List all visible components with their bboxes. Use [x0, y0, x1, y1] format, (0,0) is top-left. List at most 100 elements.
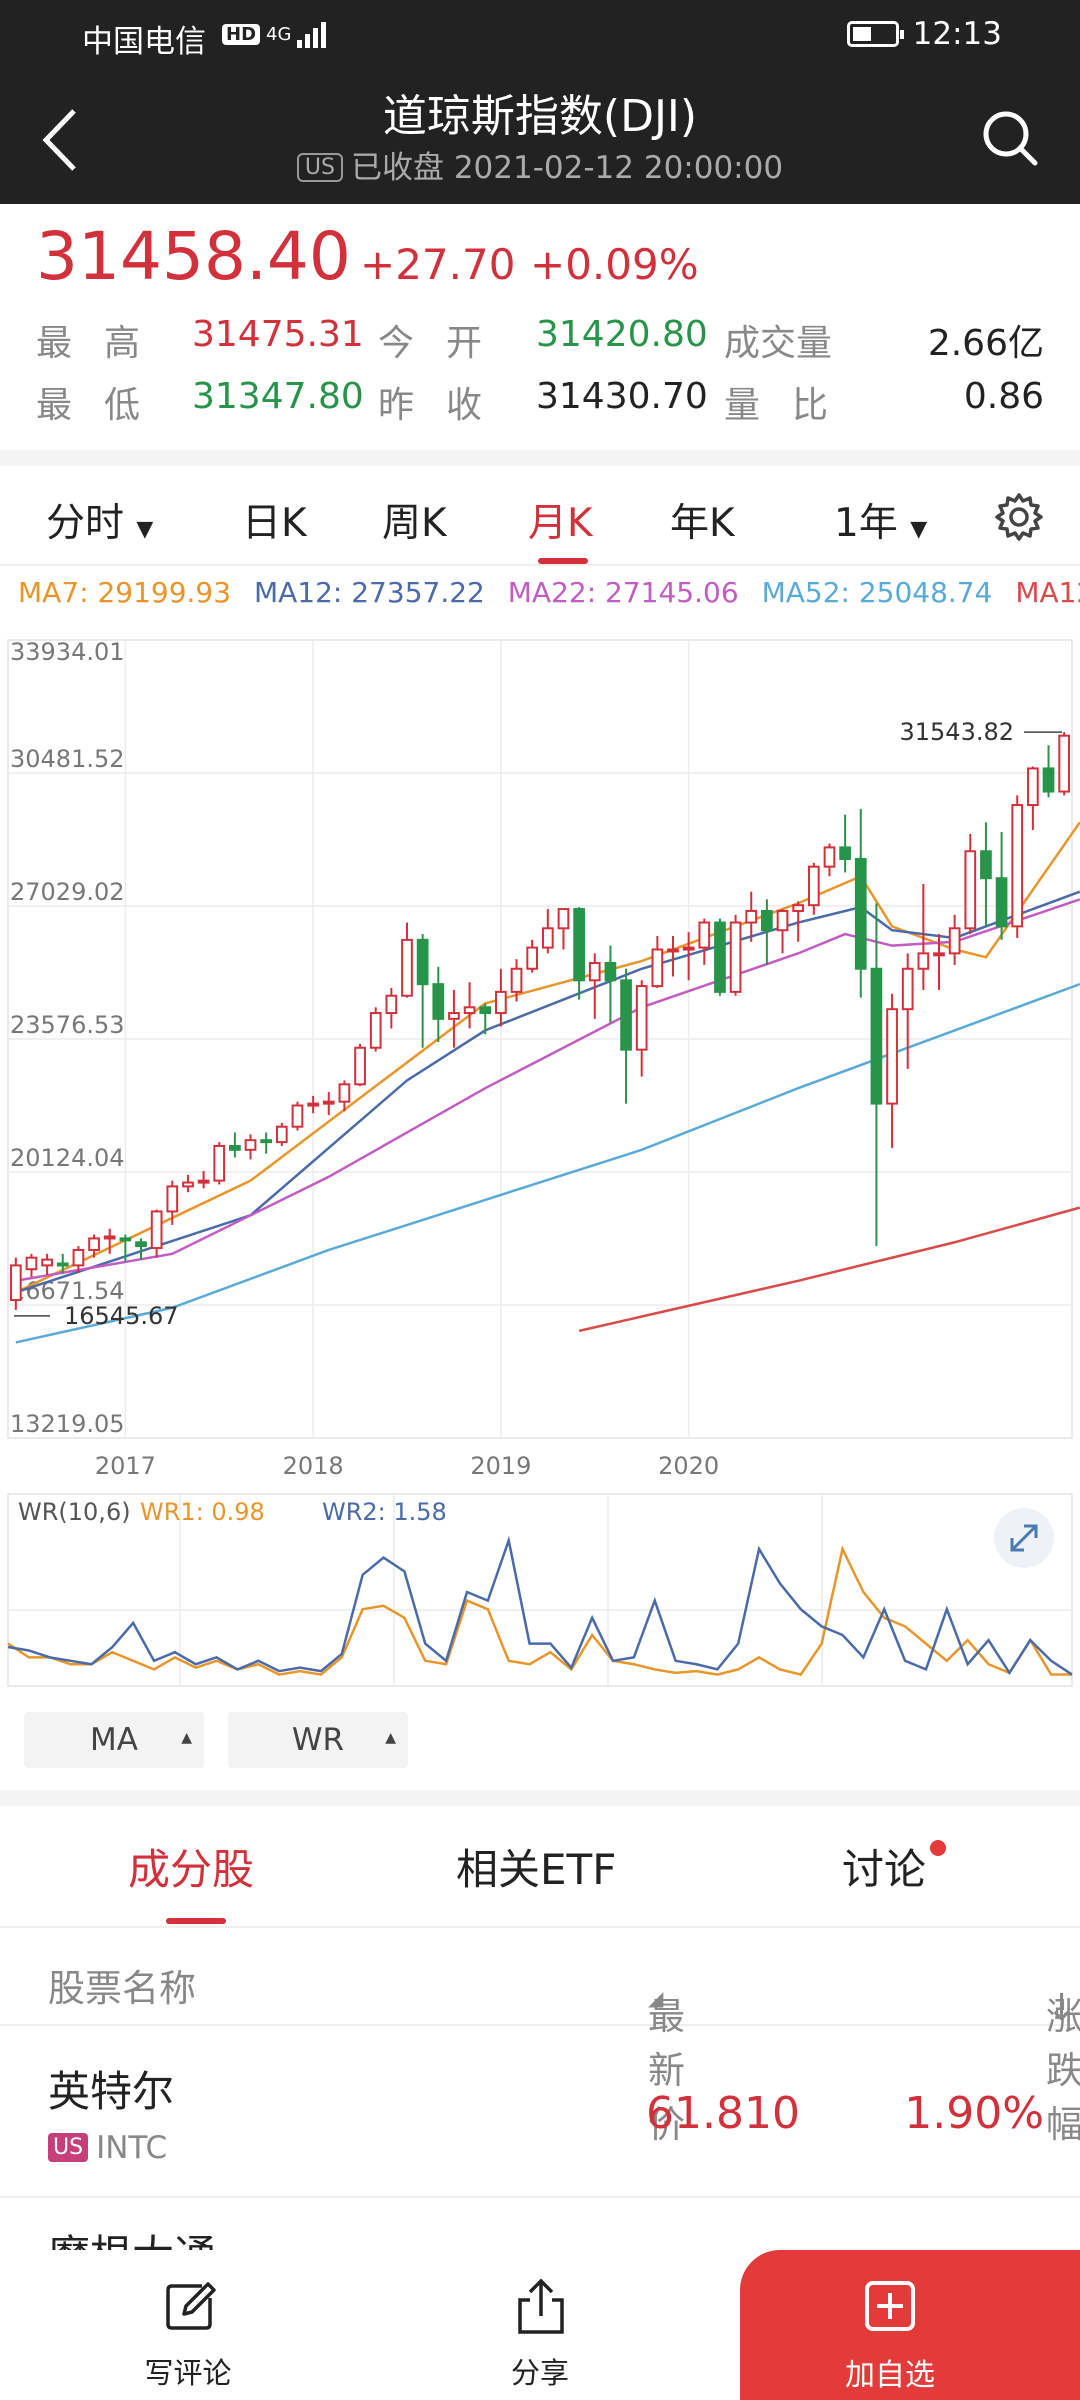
wr-indicator-button[interactable]: WR — [228, 1710, 408, 1768]
tab-constituents[interactable]: 成分股 — [128, 1845, 255, 1894]
tab-intraday[interactable]: 分时 ▼ — [46, 492, 153, 548]
battery-icon — [846, 21, 904, 47]
section-tabs: 成分股 相关ETF 讨论 — [0, 1806, 1080, 1928]
candle-body — [776, 909, 789, 932]
candle-body — [166, 1185, 179, 1213]
divider — [0, 450, 1080, 466]
y-tick-label: 33934.01 — [10, 638, 125, 666]
tab-weekly[interactable]: 周K — [382, 501, 447, 546]
quote-panel: 31458.40 +27.70 +0.09% 最高 31475.31 今开 31… — [0, 204, 1080, 450]
price-change: +27.70 — [360, 240, 516, 289]
candle-body — [745, 909, 758, 924]
search-icon[interactable] — [980, 108, 1040, 168]
candle-body — [823, 846, 836, 868]
tab-daily[interactable]: 日K — [242, 501, 307, 546]
volume-label: 成交量 — [724, 323, 833, 364]
y-tick-label: 30481.52 — [10, 745, 125, 773]
ma-line — [578, 1206, 1080, 1333]
candle-body — [854, 857, 867, 970]
tab-yearly[interactable]: 年K — [670, 501, 735, 546]
market-status: US 已收盘 2021-02-12 20:00:00 — [0, 142, 1080, 187]
x-tick-label: 2020 — [658, 1452, 719, 1480]
notification-dot — [930, 1840, 946, 1856]
carrier-label: 中国电信 — [82, 24, 206, 60]
wr-indicator-chart[interactable]: WR(10,6) WR1: 0.98 WR2: 1.58 — [0, 1490, 1080, 1690]
candle-body — [244, 1139, 257, 1151]
candle-body — [995, 877, 1008, 928]
ma-indicator-button[interactable]: MA — [24, 1710, 204, 1768]
active-tab-indicator — [538, 558, 588, 564]
stock-name: 英特尔 — [48, 2067, 175, 2116]
y-tick-label: 27029.02 — [10, 878, 125, 906]
share-label: 分享 — [510, 2356, 569, 2390]
candle-body — [197, 1179, 210, 1184]
candle-body — [964, 850, 977, 930]
stock-change: 1.90% — [904, 2088, 1044, 2139]
volume-value: 2.66亿 — [927, 323, 1044, 364]
hd-badge: HD — [222, 23, 261, 45]
candle-body — [275, 1125, 288, 1144]
ma-line — [15, 821, 1080, 1294]
tab-label: 分时 — [46, 501, 125, 546]
y-tick-label: 16671.54 — [10, 1277, 125, 1305]
tab-monthly[interactable]: 月K — [528, 501, 593, 546]
network-label: 4G — [266, 23, 292, 45]
gear-icon[interactable] — [992, 490, 1046, 544]
candle-body — [870, 967, 883, 1105]
candle-body — [510, 967, 523, 993]
active-tab-indicator — [166, 1918, 226, 1924]
candle-body — [948, 927, 961, 955]
candle-body — [41, 1258, 53, 1267]
last-price: 31458.40 — [36, 218, 351, 295]
candle-body — [933, 952, 945, 957]
candle-body — [573, 908, 585, 982]
candle-body — [667, 948, 679, 953]
candle-body — [1027, 767, 1039, 807]
candle-body — [479, 1006, 492, 1015]
add-to-watchlist-button[interactable]: 加自选 — [740, 2250, 1080, 2400]
candle-body — [182, 1181, 194, 1188]
candle-body — [307, 1102, 319, 1107]
low-label: 最低 — [36, 385, 173, 426]
min-label: 16545.67 — [64, 1302, 179, 1330]
candle-body — [416, 938, 429, 986]
tab-discussion[interactable]: 讨论 — [842, 1845, 927, 1894]
candle-body — [1058, 734, 1071, 793]
clock: 12:13 — [912, 16, 1002, 52]
candle-body — [917, 952, 930, 970]
caret-down-icon: ▼ — [136, 517, 154, 542]
ticker: INTC — [96, 2130, 168, 2166]
page-title: 道琼斯指数(DJI) — [382, 91, 698, 142]
candle-body — [448, 1012, 460, 1020]
ma120-legend: MA120: 19 — [1015, 576, 1080, 609]
col-price-label: 最新价 — [648, 1995, 685, 2146]
table-row[interactable]: 英特尔 US INTC 61.810 1.90% — [0, 2028, 1080, 2198]
back-icon[interactable] — [38, 105, 82, 175]
expand-arrows — [1010, 1524, 1038, 1552]
prev-close-value: 31430.70 — [536, 376, 708, 417]
wr2-line — [7, 1535, 1073, 1676]
tab-related-etf[interactable]: 相关ETF — [456, 1845, 617, 1894]
price-change-pct: +0.09% — [530, 240, 699, 289]
candle-body — [651, 948, 664, 988]
candle-body — [401, 938, 413, 997]
candlestick-chart[interactable]: 33934.01 30481.52 27029.02 23576.53 20124.04… — [0, 618, 1080, 1498]
candle-body — [980, 850, 992, 880]
y-tick-label: 20124.04 — [10, 1144, 125, 1172]
candle-body — [588, 961, 601, 982]
next-stock-name[interactable]: 摩根大通 — [48, 2222, 216, 2252]
signal-icon — [297, 20, 327, 48]
ma-legend: MA7: 29199.93 MA12: 27357.22 MA22: 27145… — [18, 576, 1080, 616]
tab-range[interactable]: 1年 ▼ — [834, 492, 927, 548]
candle-body — [635, 985, 648, 1051]
candle-body — [541, 927, 554, 949]
candle-body — [229, 1144, 241, 1151]
wr1-line — [7, 1545, 1072, 1676]
share-button[interactable]: 分享 — [440, 2250, 640, 2400]
candle-body — [620, 979, 632, 1051]
write-comment-button[interactable]: 写评论 — [88, 2250, 288, 2400]
candle-body — [119, 1237, 132, 1242]
candle-body — [901, 967, 914, 1011]
ma22-legend: MA22: 27145.06 — [507, 576, 739, 609]
ma52-legend: MA52: 25048.74 — [761, 576, 993, 609]
